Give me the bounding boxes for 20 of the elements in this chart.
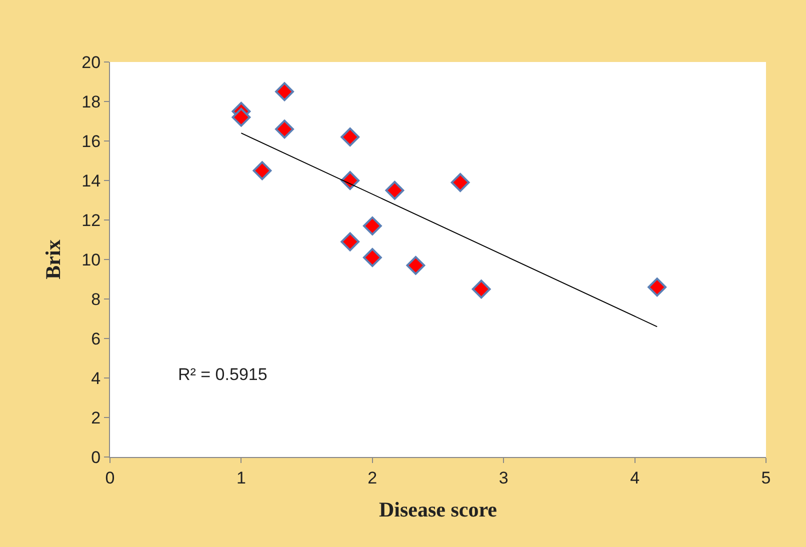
- x-tick-label: 2: [368, 468, 378, 488]
- y-tick-label: 16: [82, 132, 101, 151]
- y-tick-label: 20: [82, 52, 101, 72]
- annotation: R² = 0.5915: [178, 365, 268, 384]
- x-tick-label: 3: [498, 468, 508, 488]
- y-tick-label: 8: [91, 290, 101, 309]
- x-tick-label: 1: [236, 468, 246, 488]
- y-tick-label: 0: [91, 448, 101, 467]
- y-tick-label: 2: [91, 408, 101, 428]
- y-tick-label: 4: [91, 368, 101, 388]
- x-axis-title: Disease score: [379, 498, 497, 522]
- y-tick-label: 14: [82, 171, 101, 190]
- y-tick-label: 6: [91, 329, 101, 348]
- y-tick-label: 10: [82, 250, 101, 270]
- y-axis-title: Brix: [40, 239, 65, 280]
- x-tick-label: 0: [105, 468, 115, 488]
- y-tick-label: 12: [82, 210, 101, 230]
- x-tick-label: 4: [630, 468, 640, 488]
- y-tick-label: 18: [82, 92, 101, 112]
- x-tick-label: 5: [761, 468, 771, 488]
